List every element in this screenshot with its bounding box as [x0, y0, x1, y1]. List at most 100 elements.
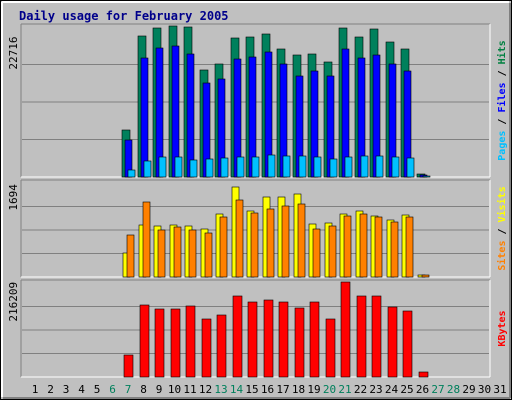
bar-visits-sites-day-19 [312, 228, 321, 278]
x-tick-label-day-7: 7 [125, 383, 132, 396]
axis-label-part: Files [496, 82, 508, 112]
bar-hits-pages-day-17 [282, 155, 291, 178]
x-tick-label-day-25: 25 [400, 383, 413, 396]
bar-hits-pages-day-16 [267, 154, 276, 178]
x-tick-label-day-8: 8 [140, 383, 147, 396]
max-label-kbytes: 216209 [7, 282, 20, 322]
x-tick-label-day-13: 13 [214, 383, 227, 396]
bar-hits-pages-day-10 [174, 156, 183, 178]
bar-visits-sites-day-21 [343, 215, 352, 278]
bar-visits-sites-day-8 [142, 201, 151, 278]
bar-kbytes-kbytes-day-22 [356, 295, 367, 378]
x-tick-label-day-18: 18 [292, 383, 305, 396]
bar-hits-pages-day-7 [127, 169, 136, 178]
bar-visits-sites-day-23 [374, 216, 383, 278]
x-tick-label-day-31: 31 [493, 383, 506, 396]
axis-label-part: Hits [496, 40, 508, 64]
x-tick-label-day-3: 3 [63, 383, 70, 396]
axis-label-kbytes: KBytes [497, 310, 508, 346]
axis-label-part: KBytes [497, 310, 508, 346]
bar-kbytes-kbytes-day-23 [371, 295, 382, 378]
bar-hits-pages-day-20 [329, 158, 338, 178]
x-tick-label-day-16: 16 [261, 383, 274, 396]
axis-label-hits: Pages / Files / Hits [496, 40, 508, 160]
x-tick-label-day-4: 4 [78, 383, 85, 396]
bar-hits-pages-day-18 [298, 155, 307, 178]
bar-hits-pages-day-12 [205, 158, 214, 178]
bar-hits-pages-day-11 [189, 159, 198, 178]
bar-hits-files-day-8 [140, 57, 149, 178]
x-tick-label-day-19: 19 [307, 383, 320, 396]
bar-kbytes-kbytes-day-21 [340, 281, 351, 378]
axis-label-part: Pages [497, 131, 508, 161]
bar-hits-pages-day-13 [220, 157, 229, 178]
bar-kbytes-kbytes-day-17 [278, 301, 289, 378]
bar-visits-sites-day-11 [188, 229, 197, 278]
bar-visits-sites-day-9 [157, 229, 166, 278]
bar-hits-pages-day-21 [344, 156, 353, 178]
bar-kbytes-kbytes-day-18 [294, 307, 305, 378]
x-tick-label-day-11: 11 [183, 383, 196, 396]
axis-label-part: Sites [496, 241, 508, 271]
bar-hits-files-day-11 [186, 53, 195, 178]
bar-visits-sites-day-26 [421, 274, 430, 278]
bar-hits-pages-day-24 [391, 156, 400, 178]
bar-kbytes-kbytes-day-8 [139, 304, 150, 378]
axis-label-part: Visits [496, 186, 508, 222]
bar-visits-sites-day-25 [405, 216, 414, 278]
x-tick-label-day-12: 12 [199, 383, 212, 396]
bar-visits-sites-day-15 [250, 212, 259, 278]
x-tick-label-day-14: 14 [230, 383, 244, 396]
x-tick-label-day-15: 15 [245, 383, 258, 396]
bar-kbytes-kbytes-day-11 [185, 305, 196, 378]
x-tick-label-day-29: 29 [462, 383, 475, 396]
bar-kbytes-kbytes-day-10 [170, 308, 181, 378]
x-tick-label-day-5: 5 [94, 383, 101, 396]
x-tick-label-day-1: 1 [32, 383, 39, 396]
axis-label-part: / [497, 64, 508, 82]
bar-hits-pages-day-14 [236, 156, 245, 178]
bar-visits-sites-day-10 [173, 226, 182, 278]
bar-visits-sites-day-12 [204, 232, 213, 278]
x-tick-label-day-22: 22 [354, 383, 367, 396]
bar-kbytes-kbytes-day-9 [154, 308, 165, 378]
axis-label-part: / [497, 113, 508, 131]
max-label-visits: 1694 [7, 184, 20, 211]
bar-kbytes-kbytes-day-14 [232, 295, 243, 378]
bar-kbytes-kbytes-day-20 [325, 318, 336, 378]
bar-kbytes-kbytes-day-7 [123, 354, 134, 378]
bar-visits-sites-day-24 [390, 221, 399, 278]
bar-kbytes-kbytes-day-15 [247, 301, 258, 378]
x-tick-label-day-21: 21 [338, 383, 351, 396]
x-tick-label-day-17: 17 [276, 383, 289, 396]
bar-hits-pages-day-15 [251, 156, 260, 178]
x-tick-label-day-27: 27 [431, 383, 444, 396]
x-tick-label-day-23: 23 [369, 383, 382, 396]
x-tick-label-day-24: 24 [385, 383, 399, 396]
x-tick-label-day-2: 2 [47, 383, 54, 396]
chart-title: Daily usage for February 2005 [19, 9, 229, 23]
x-tick-label-day-20: 20 [323, 383, 336, 396]
x-tick-label-day-10: 10 [168, 383, 181, 396]
bar-hits-pages-day-26 [422, 175, 431, 178]
max-label-hits: 22716 [7, 37, 20, 70]
bar-visits-sites-day-14 [235, 199, 244, 278]
bar-visits-sites-day-7 [126, 234, 135, 278]
bar-hits-pages-day-25 [406, 157, 415, 178]
bar-hits-pages-day-9 [158, 156, 167, 178]
bar-kbytes-kbytes-day-19 [309, 301, 320, 378]
bar-visits-sites-day-17 [281, 205, 290, 278]
x-tick-label-day-28: 28 [447, 383, 460, 396]
bar-visits-sites-day-16 [266, 208, 275, 278]
axis-label-visits: Sites / Visits [496, 186, 508, 270]
x-tick-label-day-9: 9 [156, 383, 163, 396]
axis-label-part: / [497, 222, 508, 240]
bar-hits-pages-day-23 [375, 155, 384, 178]
bar-visits-sites-day-18 [297, 203, 306, 278]
bar-kbytes-kbytes-day-13 [216, 314, 227, 378]
bar-hits-pages-day-19 [313, 156, 322, 178]
x-tick-label-day-26: 26 [416, 383, 429, 396]
bar-kbytes-kbytes-day-24 [387, 306, 398, 378]
bar-kbytes-kbytes-day-25 [402, 310, 413, 378]
